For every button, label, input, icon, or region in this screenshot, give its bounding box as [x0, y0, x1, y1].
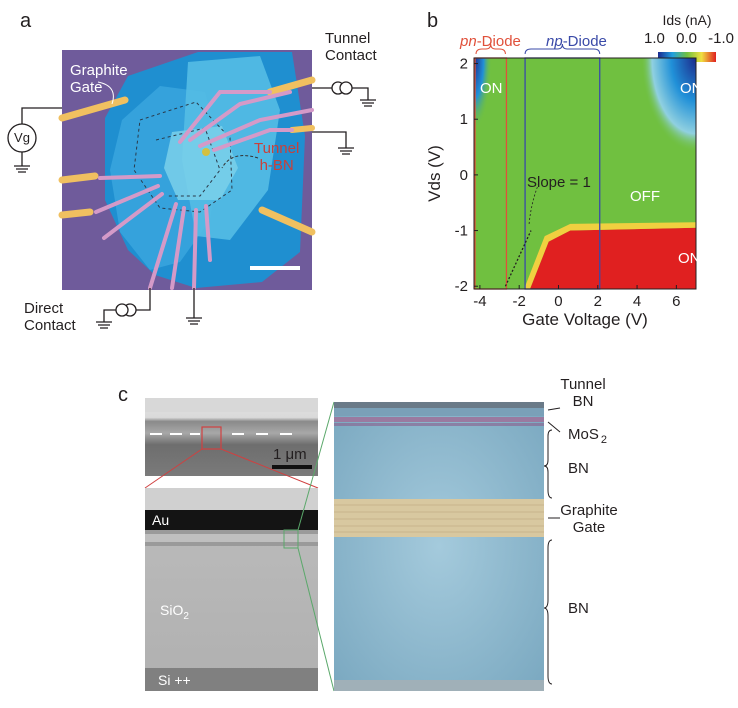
sio2-label: SiO2	[160, 602, 189, 622]
tem-right	[334, 402, 544, 691]
off-region: OFF	[630, 188, 660, 205]
tunnel-bn-layer	[334, 408, 544, 416]
dashed-outline-2	[155, 127, 221, 197]
optical-micrograph	[7, 50, 376, 329]
graphite-gate-leader	[97, 81, 114, 105]
on-region-top-right-fill	[640, 58, 696, 153]
pad-left-top	[58, 96, 129, 122]
graphite-gate-label: Graphite Gate	[70, 62, 128, 96]
tunnel-hbn-label: Tunnel h-BN	[254, 140, 300, 174]
tunnel-contact-label: Tunnel Contact	[325, 30, 377, 64]
pad-left-bot	[58, 208, 94, 219]
colorbar	[658, 52, 716, 62]
direct-contact-label: Direct Contact	[24, 300, 76, 334]
right-annotations	[543, 407, 561, 685]
tem-zoom-box	[283, 529, 299, 549]
y-axis-label: Vds (V)	[425, 145, 444, 202]
bottom-fade	[334, 680, 544, 691]
y-tick-label: 0	[460, 167, 468, 184]
pad-right-small	[289, 125, 315, 133]
colorbar-ticks: 1.0 0.0 -1.0	[644, 30, 734, 47]
electrode-leads	[94, 90, 314, 290]
vg-circuit	[7, 107, 62, 173]
panel-b-label: b	[427, 10, 439, 32]
guide-line-bottom	[297, 547, 335, 692]
pn-diode-label: pn-Diode	[460, 33, 521, 50]
slope-leader	[528, 183, 540, 226]
plot-frame	[473, 57, 697, 290]
top-dark-band	[334, 402, 544, 408]
bottom-ground	[186, 288, 202, 325]
pad-right-top	[266, 76, 316, 96]
colorbar-tick: 0.0	[676, 30, 697, 47]
scale-bar-a	[250, 266, 300, 270]
vg-label: Vg	[14, 130, 30, 145]
x-axis-label: Gate Voltage (V)	[522, 310, 648, 329]
right-ground	[312, 131, 354, 155]
np-diode-brace	[524, 43, 601, 55]
y-tick-label: 1	[460, 111, 468, 128]
colorbar-title: Ids (nA)	[662, 12, 712, 28]
on-region-bottom-fill	[529, 227, 696, 289]
au-label: Au	[152, 512, 170, 528]
colorbar-tick: 1.0	[644, 30, 665, 47]
y-tick-label: -1	[455, 223, 468, 240]
tunnel-contact-circuit	[312, 81, 376, 107]
y-tick-label: -2	[455, 278, 468, 295]
direct-contact-circuit	[96, 288, 151, 329]
graphite-gate-c-label: Graphite Gate	[560, 502, 618, 536]
pn-diode-brace	[475, 43, 506, 55]
pad-right-mid	[258, 206, 316, 236]
si-layer	[145, 668, 318, 691]
on-region-top-right: ON	[680, 80, 703, 97]
x-tick-label: -4	[473, 293, 486, 310]
bn-bottom-label: BN	[568, 600, 589, 617]
guide-line-top	[297, 401, 335, 531]
scale-bar-c	[272, 465, 312, 469]
x-tick-label: 0	[554, 293, 562, 310]
x-tick-label: -2	[513, 293, 526, 310]
zoom-line-left	[144, 448, 203, 489]
on-region-bottom-right: ON	[678, 250, 701, 267]
bn-stack-texture	[145, 534, 318, 542]
sem-top-layer	[145, 398, 318, 412]
sem-zoom-box	[201, 426, 222, 450]
tunnel-hbn-region	[164, 126, 238, 200]
tem-top-band	[145, 488, 318, 510]
zoom-line-right	[220, 448, 319, 489]
contact-dot	[202, 148, 210, 156]
y-tick-label: 2	[460, 56, 468, 73]
mos2-label: MoS 2	[568, 426, 607, 446]
mos2-layer-2	[334, 423, 544, 426]
panel-a-label: a	[20, 10, 32, 32]
au-layer	[145, 510, 318, 530]
tunnel-hbn-leader	[221, 155, 259, 169]
si-label: Si ++	[158, 672, 191, 688]
x-tick-label: 6	[672, 293, 680, 310]
colorbar-tick: -1.0	[708, 30, 734, 47]
slope-label: Slope = 1	[527, 174, 591, 191]
bn-top-label: BN	[568, 460, 589, 477]
panel-c-label: c	[118, 384, 128, 406]
on-region-top-left-fill	[474, 58, 492, 131]
mos2-layer	[334, 417, 544, 422]
np-diode-label: np-Diode	[546, 33, 607, 50]
x-tick-label: 4	[633, 293, 641, 310]
on-region-top-left: ON	[480, 80, 503, 97]
graphite-fringes	[334, 504, 544, 533]
scale-bar-c-label: 1 μm	[273, 446, 307, 463]
pad-left-mid	[58, 172, 99, 184]
tunnel-bn-label: Tunnel BN	[560, 376, 606, 410]
x-tick-label: 2	[594, 293, 602, 310]
